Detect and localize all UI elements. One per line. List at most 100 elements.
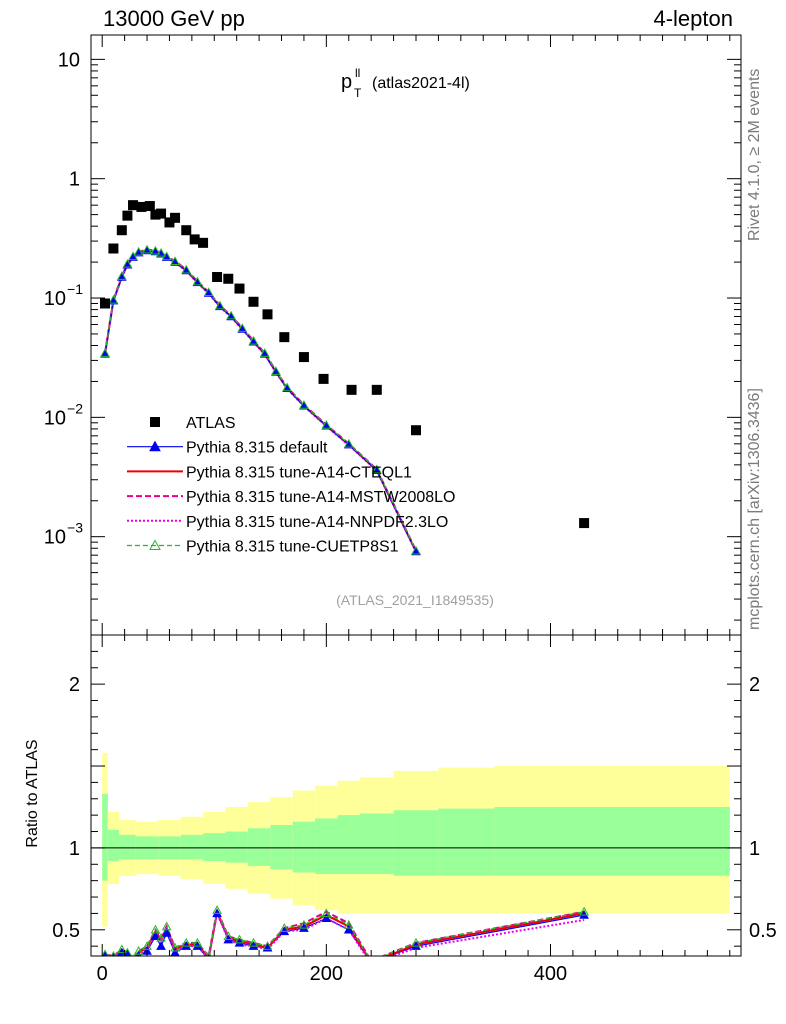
ratio-point-default [111, 952, 116, 956]
main-point-cuetp [142, 244, 152, 254]
band-stat-segment [270, 824, 293, 870]
legend-label-cteq: Pythia 8.315 tune-A14-CTEQL1 [186, 464, 412, 481]
ratio-point-cuetp [116, 944, 127, 954]
main-line-nnpdf [104, 250, 417, 553]
main-point-cuetp [150, 245, 161, 255]
title-subscript: T [354, 86, 362, 100]
legend-label-mstw: Pythia 8.315 tune-A14-MSTW2008LO [186, 489, 455, 506]
ratio-point-cuetp [411, 937, 421, 947]
ratio-point-cuetp [279, 923, 290, 932]
ratio-point-default [321, 913, 332, 923]
main-point-cuetp [215, 300, 225, 310]
y-tick-label: 10 [44, 288, 66, 310]
legend-label-cuetp: Pythia 8.315 tune-CUETP8S1 [186, 539, 399, 556]
main-point-cuetp [282, 382, 292, 392]
title-symbol: p [341, 71, 352, 93]
main-point-atlas [262, 309, 273, 320]
ratio-y-tick-label-right: 2 [749, 674, 760, 696]
band-stat-segment [393, 810, 439, 876]
main-point-atlas [234, 283, 245, 294]
main-point-atlas [144, 201, 155, 212]
legend-label-nnpdf: Pythia 8.315 tune-A14-NNPDF2.3LO [186, 514, 448, 531]
ratio-point-cuetp [371, 955, 372, 956]
ratio-point-cuetp [262, 941, 273, 950]
main-point-atlas [116, 225, 127, 236]
ratio-uncertainty-bands [91, 752, 741, 927]
main-point-cuetp [271, 366, 281, 375]
band-stat-segment [180, 834, 204, 860]
main-line-cteq [104, 249, 417, 553]
header-channel-label: 4-lepton [653, 6, 733, 31]
legend-marker-cuetp [149, 539, 161, 550]
legend: ATLAS Pythia 8.315 default Pythia 8.315 tu… [127, 415, 455, 556]
main-series-group [100, 200, 590, 556]
main-point-atlas [170, 212, 181, 223]
ratio-point-cuetp [212, 905, 222, 914]
y-tick-label: 10 [58, 49, 80, 71]
band-stat-segment [550, 806, 730, 876]
main-point-atlas [279, 332, 290, 343]
main-point-atlas [298, 352, 309, 363]
main-point-cuetp [203, 287, 214, 297]
ratio-point-cuetp [248, 937, 259, 947]
ratio-point-default [156, 941, 166, 950]
x-tick-label: 200 [310, 963, 343, 985]
ratio-y-tick-label: 1 [69, 838, 80, 860]
analysis-watermark: (ATLAS_2021_I1849535) [336, 592, 494, 608]
x-tick-label: 400 [534, 963, 567, 985]
main-point-atlas [100, 298, 111, 309]
main-point-atlas [371, 384, 382, 395]
ratio-point-cuetp [321, 908, 332, 918]
main-point-cuetp [411, 545, 421, 555]
y-tick-label: 10 [44, 407, 66, 429]
main-point-cuetp [170, 256, 180, 266]
ratio-point-cuetp [223, 931, 234, 941]
main-point-atlas [579, 518, 590, 529]
main-point-atlas [128, 200, 139, 211]
ratio-y-tick-label: 2 [69, 674, 80, 696]
main-point-atlas [189, 234, 200, 245]
main-point-atlas [346, 384, 357, 395]
main-point-cuetp [100, 348, 110, 357]
band-stat-segment [225, 831, 248, 863]
main-point-cuetp [237, 323, 248, 332]
main-point-atlas [411, 425, 421, 436]
ratio-point-default [150, 931, 161, 941]
main-point-cuetp [133, 246, 144, 256]
ratio-point-default [367, 959, 375, 966]
ratio-point-cuetp [156, 932, 166, 942]
main-point-cuetp [192, 276, 203, 286]
y-tick-label: 10 [44, 527, 66, 549]
ratio-point-default [123, 949, 132, 956]
main-point-cuetp [128, 251, 138, 261]
ratio-point-cuetp [192, 937, 203, 947]
header-energy-label: 13000 GeV pp [103, 6, 245, 31]
main-point-cuetp [116, 271, 127, 280]
ratio-point-default [343, 924, 354, 934]
main-point-cuetp [371, 464, 382, 474]
main-point-atlas [150, 209, 161, 220]
ratio-series-group [101, 905, 589, 966]
ratio-point-default [129, 959, 137, 966]
main-point-cuetp [156, 247, 166, 257]
band-stat-segment [292, 821, 316, 873]
main-point-atlas [318, 373, 329, 384]
y-tick-exponent: −3 [67, 520, 83, 536]
main-point-atlas [223, 273, 234, 284]
ratio-point-cuetp [170, 942, 180, 952]
ratio-y-tick-label-right: 0.5 [749, 920, 777, 942]
ratio-point-cuetp [343, 919, 354, 929]
main-line-cuetp [104, 249, 417, 552]
ratio-point-cuetp [161, 921, 172, 931]
main-point-cuetp [343, 438, 354, 448]
legend-label-default: Pythia 8.315 default [186, 440, 328, 457]
y-tick-exponent: −1 [67, 281, 83, 297]
band-stat-segment [247, 828, 271, 866]
band-stat-segment [107, 829, 120, 862]
band-stat-segment [494, 806, 551, 876]
main-point-atlas [212, 272, 223, 283]
main-point-atlas [136, 201, 147, 212]
ratio-point-cuetp [579, 906, 589, 916]
